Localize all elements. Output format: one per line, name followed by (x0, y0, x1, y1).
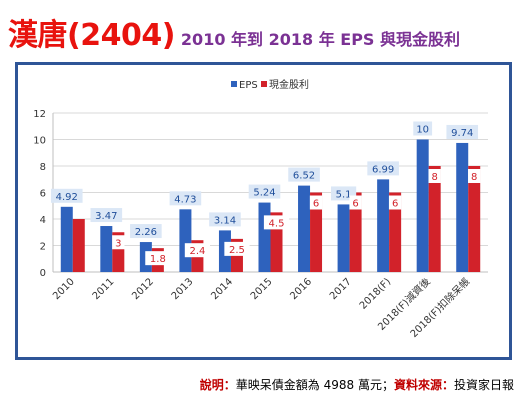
y-tick-label: 2 (40, 242, 46, 253)
dividend-data-label: 2.4 (189, 246, 205, 257)
bar-chart: 0 2 4 6 8 10 12 EPS 現金股利 4.92 2010 3.47 3 2011 2.26 1.8… (33, 78, 488, 340)
x-tick-label: 2010 (51, 276, 77, 302)
eps-label-box (367, 161, 399, 176)
legend-swatch (231, 81, 237, 87)
eps-label-box (130, 224, 162, 239)
eps-data-label: 5.1 (336, 189, 352, 200)
footnote-label-note: 說明： (199, 378, 236, 392)
dividend-label-box (112, 235, 125, 250)
y-tick-label: 10 (33, 136, 46, 147)
x-tick-label: 2014 (209, 276, 235, 302)
dividend-data-label: 8 (471, 172, 477, 183)
bar-eps (258, 202, 271, 272)
eps-data-label: 3.47 (95, 211, 117, 222)
y-tick-label: 8 (40, 162, 46, 173)
x-tick-label: 2011 (91, 276, 117, 302)
footnote: 說明：華映呆債金額為 4988 萬元；資料來源：投資家日報 (200, 376, 514, 393)
dividend-data-label: 1.8 (150, 254, 166, 265)
bar-eps (337, 204, 350, 272)
bar-dividend (389, 192, 402, 272)
bar-dividend (310, 192, 323, 272)
dividend-label-box (309, 195, 323, 210)
x-tick-label: 2015 (249, 276, 275, 302)
dividend-data-label: 8 (431, 172, 437, 183)
legend-label: EPS (239, 80, 258, 91)
y-tick-label: 0 (40, 268, 46, 279)
dividend-data-label: 6 (313, 199, 319, 210)
bar-eps (100, 226, 113, 272)
title-subtitle: 2010 年到 2018 年 EPS 與現金股利 (180, 30, 461, 49)
bar-eps (179, 209, 192, 272)
eps-label-box (413, 121, 433, 136)
eps-label-box (446, 124, 479, 139)
eps-label-box (169, 191, 202, 206)
bar-dividend (72, 219, 85, 272)
dividend-data-label: 2.5 (229, 245, 245, 256)
eps-label-box (209, 212, 241, 227)
eps-data-label: 3.14 (214, 215, 236, 226)
chart-frame: 0 2 4 6 8 10 12 EPS 現金股利 4.92 2010 3.47 3 2011 2.26 1.8… (15, 62, 512, 360)
dividend-label-box (349, 195, 362, 210)
title-company: 漢唐(2404) (8, 18, 175, 53)
legend-swatch (261, 81, 267, 87)
footnote-label-source: 資料來源： (393, 378, 454, 392)
eps-label-box (248, 184, 281, 199)
x-tick-label: 2017 (328, 276, 354, 302)
dividend-data-label: 6 (352, 199, 358, 210)
eps-data-label: 10 (416, 125, 429, 136)
legend-label: 現金股利 (269, 78, 309, 91)
bar-dividend (349, 192, 362, 272)
x-tick-label: 2013 (170, 276, 196, 302)
dividend-label-box (428, 169, 441, 183)
bar-dividend (468, 166, 481, 272)
dividend-data-label: 6 (392, 199, 398, 210)
bar-eps (60, 206, 73, 272)
bar-dividend (428, 166, 441, 272)
eps-data-label: 2.26 (135, 227, 157, 238)
eps-label-box (90, 208, 123, 223)
eps-data-label: 9.74 (451, 128, 473, 139)
eps-label-box (50, 188, 83, 203)
dividend-label-box (224, 241, 250, 256)
bar-eps (377, 179, 390, 272)
y-tick-label: 12 (33, 109, 46, 120)
eps-data-label: 6.99 (372, 164, 394, 175)
x-tick-label: 2012 (130, 276, 156, 302)
eps-data-label: 5.24 (253, 188, 275, 199)
x-tick-label: 2018(F) (358, 276, 393, 311)
dividend-label-box (145, 251, 171, 266)
dividend-data-label: 4.5 (269, 218, 285, 229)
bar-eps (456, 142, 469, 272)
eps-data-label: 4.92 (56, 192, 78, 203)
footnote-text-note: 華映呆債金額為 4988 萬元； (235, 378, 394, 392)
dividend-label-box (468, 169, 481, 183)
dividend-label-box (263, 215, 290, 230)
x-tick-label: 2016 (288, 276, 314, 302)
bar-eps (416, 139, 429, 272)
y-tick-label: 6 (40, 189, 46, 200)
footnote-text-source: 投資家日報 (453, 378, 514, 392)
dividend-data-label: 3 (115, 238, 121, 249)
bar-eps (298, 185, 311, 272)
eps-data-label: 4.73 (174, 194, 196, 205)
y-tick-label: 4 (40, 215, 46, 226)
dividend-label-box (184, 243, 211, 258)
eps-label-box (288, 167, 320, 182)
dividend-label-box (388, 195, 402, 210)
eps-data-label: 6.52 (293, 171, 315, 182)
chart-title: 漢唐(2404) 2010 年到 2018 年 EPS 與現金股利 (8, 10, 461, 53)
